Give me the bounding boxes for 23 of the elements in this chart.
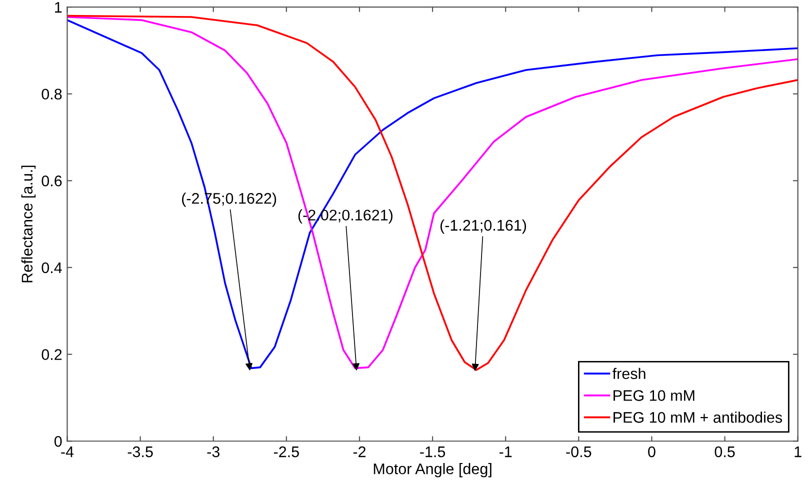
x-tick-label: 0.5 (714, 446, 735, 458)
legend-label: PEG 10 mM + antibodies (614, 412, 782, 423)
x-tick-label: -2.5 (274, 446, 299, 458)
legend-label: fresh (612, 368, 646, 380)
legend-label: PEG 10 mM (614, 390, 694, 401)
x-tick-label: -1 (499, 446, 512, 458)
x-tick-label: -1.5 (420, 446, 446, 458)
x-tick-label: 0 (648, 446, 656, 458)
annotation: (-1.21;0.161) (440, 220, 526, 234)
x-tick-label: -2 (353, 446, 366, 458)
y-axis-title: Reflectance [a.u.] (21, 166, 36, 282)
y-tick-label: 0 (54, 436, 62, 447)
x-tick-label: 1 (794, 446, 802, 458)
x-tick-label: -3 (207, 446, 220, 458)
x-tick-label: -0.5 (566, 446, 592, 458)
x-tick-label: -4 (61, 446, 74, 458)
y-tick-label: 1 (55, 2, 62, 13)
x-tick-label: -3.5 (128, 446, 153, 458)
y-tick-label: 0.6 (42, 176, 62, 186)
y-tick-label: 0.4 (42, 262, 62, 274)
y-tick-label: 0.2 (42, 349, 62, 360)
x-axis-title: Motor Angle [deg] (374, 463, 492, 478)
y-tick-label: 0.8 (42, 88, 62, 100)
